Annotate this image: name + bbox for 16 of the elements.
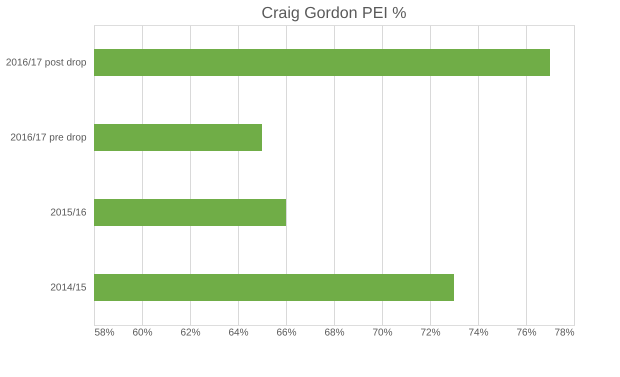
x-tick-label: 76% <box>516 328 537 338</box>
x-tick-label: 64% <box>228 328 249 338</box>
x-tick-label: 74% <box>468 328 489 338</box>
x-tick-label: 70% <box>372 328 393 338</box>
x-tick-label: 68% <box>324 328 345 338</box>
x-tick-label: 66% <box>276 328 297 338</box>
chart-title: Craig Gordon PEI % <box>262 5 406 22</box>
x-tick-label: 78% <box>554 328 575 338</box>
x-tick-label: 58% <box>94 328 115 338</box>
y-tick-label: 2016/17 post drop <box>6 58 87 68</box>
x-tick-label: 60% <box>132 328 153 338</box>
x-tick-label: 72% <box>420 328 441 338</box>
x-tick-label: 62% <box>180 328 201 338</box>
y-tick-label: 2015/16 <box>50 208 87 218</box>
y-tick-label: 2014/15 <box>50 282 87 294</box>
y-tick-label: 2016/17 pre drop <box>10 132 87 144</box>
